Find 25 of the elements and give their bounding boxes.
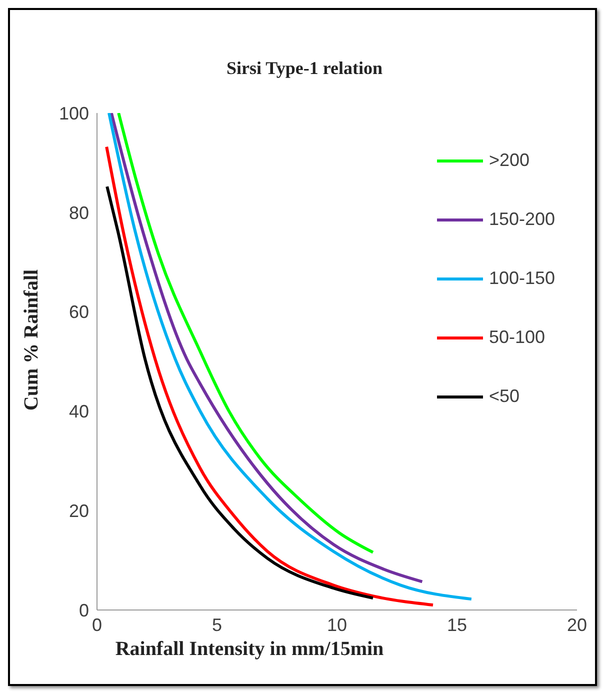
legend-label: 50-100	[488, 327, 545, 348]
line-series	[110, 113, 424, 584]
x-tick-label: 15	[446, 614, 468, 635]
x-tick-label: 0	[92, 614, 102, 635]
legend-label: 150-200	[488, 209, 555, 230]
x-tick-label: 10	[326, 614, 348, 635]
legend-label: >200	[488, 150, 530, 171]
y-axis-title: Cum % Rainfall	[20, 269, 44, 411]
x-tick-label: 20	[566, 614, 588, 635]
y-tick-label: 100	[58, 103, 89, 124]
y-tick-label: 40	[68, 402, 89, 422]
x-tick-label: 5	[212, 614, 222, 635]
line-series	[105, 145, 434, 607]
y-tick-label: 60	[68, 302, 89, 322]
x-axis-title: Rainfall Intensity in mm/15min	[114, 638, 385, 661]
line-series	[106, 185, 374, 600]
y-tick-label: 80	[68, 202, 89, 223]
y-tick-label: 0	[78, 600, 89, 620]
legend-label: 100-150	[488, 268, 555, 289]
line-series	[117, 113, 374, 554]
legend-label: <50	[488, 386, 520, 407]
chart-title: Sirsi Type-1 relation	[225, 58, 384, 79]
y-tick-label: 20	[68, 500, 89, 521]
chart-frame: Sirsi Type-1 relation Cum % Rainfall Rainfall Intensity in mm/15min >200 150-200 100-150 50-100 <50 0 5 10 15 20 0 20 40 60 80 100	[8, 8, 597, 686]
line-series	[108, 113, 473, 601]
